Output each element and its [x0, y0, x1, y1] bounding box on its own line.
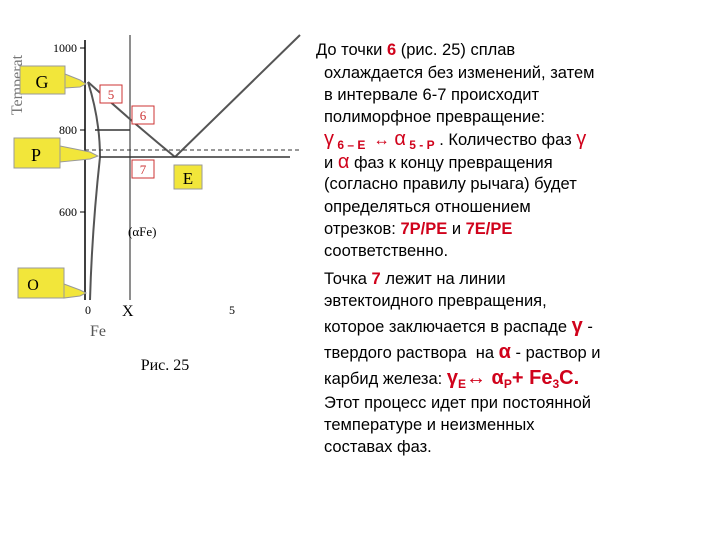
text-run: 5 - P	[405, 138, 435, 152]
text-run: α	[394, 128, 406, 150]
point-label: O	[27, 277, 39, 294]
text-run: карбид железа:	[324, 370, 447, 388]
text-line: γ 6 – E ↔ α 5 - P . Количество фаз γ	[324, 129, 586, 155]
text-run: и	[447, 220, 466, 238]
text-run: Точка	[324, 270, 372, 288]
y-tick-label: 800	[59, 123, 77, 137]
text-run: в интервале 6-7 происходит	[324, 86, 540, 104]
text-run: полиморфное превращение:	[324, 108, 545, 126]
text-run: γ	[324, 128, 334, 150]
text-run: фаз к концу превращения	[349, 154, 553, 172]
phase-label: (αFe)	[128, 224, 156, 239]
point-label: 6	[140, 108, 147, 123]
text-line: соответственно.	[324, 241, 448, 261]
text-run: -	[582, 318, 593, 336]
text-run: 6 – E	[334, 138, 369, 152]
gs-line	[87, 81, 176, 158]
text-run: ↔ α	[465, 367, 504, 389]
text-run: соответственно.	[324, 242, 449, 260]
label-box	[173, 164, 203, 190]
text-run: охлаждается без изменений, затем	[324, 64, 595, 82]
text-run: температуре и неизменных	[324, 416, 535, 434]
text-line: Этот процесс идет при постоянной	[324, 393, 591, 413]
text-run: P	[503, 377, 512, 391]
text-run: + Fe	[511, 367, 553, 389]
text-run: составах фаз.	[324, 438, 432, 456]
text-run: 7P/PE	[400, 220, 448, 238]
text-run: C.	[559, 367, 580, 389]
text-line: До точки 6 (рис. 25) сплав	[316, 40, 515, 60]
text-run: α	[498, 341, 511, 363]
x-axis-label: Fe	[90, 323, 106, 340]
text-run: E	[457, 377, 466, 391]
y-tick-label: 1000	[53, 41, 77, 55]
text-run: ↔	[368, 131, 395, 149]
gp-line	[87, 81, 102, 301]
text-run: которое заключается в распаде	[324, 318, 572, 336]
text-run: и	[324, 154, 338, 172]
phase-diagram: Temperat 1000 800 600 0 5 Fe X (αFe) G P…	[9, 34, 301, 374]
text-run: γ	[576, 128, 587, 150]
text-line: составах фаз.	[324, 437, 432, 457]
text-run: До точки	[316, 41, 387, 59]
point-label: 7	[140, 162, 147, 177]
text-line: (согласно правилу рычага) будет	[324, 174, 577, 194]
text-line: охлаждается без изменений, затем	[324, 63, 594, 83]
y-tick-label: 600	[59, 205, 77, 219]
x-tick-label: 0	[85, 303, 91, 317]
text-run: лежит на линии	[380, 270, 506, 288]
text-line: которое заключается в распаде γ -	[324, 316, 593, 337]
text-run: γ	[446, 367, 458, 389]
text-run: эвтектоидного превращения,	[324, 292, 547, 310]
text-run: твердого раствора на	[324, 344, 499, 362]
text-run: Этот процесс идет при постоянной	[324, 394, 591, 412]
text-run: . Количество фаз	[434, 131, 577, 149]
text-line: температуре и неизменных	[324, 415, 534, 435]
text-run: γ	[571, 315, 583, 337]
text-run: (согласно правилу рычага) будет	[324, 175, 577, 193]
caption: Рис. 25	[141, 357, 190, 374]
text-line: полиморфное превращение:	[324, 107, 545, 127]
label-box	[131, 159, 155, 179]
text-line: карбид железа: γE↔ αP+ Fe3C.	[324, 368, 579, 394]
text-run: определяться отношением	[324, 198, 531, 216]
label-box	[99, 84, 123, 104]
text-run: 7E/PE	[465, 220, 513, 238]
label-box	[131, 105, 155, 125]
point-label: P	[31, 145, 41, 165]
text-line: эвтектоидного превращения,	[324, 291, 547, 311]
text-line: определяться отношением	[324, 197, 531, 217]
se-line	[174, 34, 301, 158]
point-label: 5	[108, 87, 115, 102]
text-line: твердого раствора на α - раствор и	[324, 342, 601, 363]
text-line: и α фаз к концу превращения	[324, 152, 553, 173]
text-run: 6	[386, 41, 397, 59]
x-marker: X	[122, 303, 134, 320]
text-line: в интервале 6-7 происходит	[324, 85, 539, 105]
text-run: - раствор и	[510, 344, 601, 362]
text-run: α	[337, 151, 350, 173]
text-run: 7	[371, 270, 381, 288]
text-run: 3	[552, 377, 560, 391]
label-box	[17, 267, 65, 299]
x-tick-label: 5	[229, 303, 235, 317]
text-run: (рис. 25) сплав	[396, 41, 516, 59]
point-label: E	[183, 169, 193, 188]
text-line: отрезков: 7P/PE и 7E/PE	[324, 219, 512, 239]
point-label: G	[36, 72, 49, 92]
text-run: отрезков:	[324, 220, 401, 238]
text-line: Точка 7 лежит на линии	[324, 269, 506, 289]
